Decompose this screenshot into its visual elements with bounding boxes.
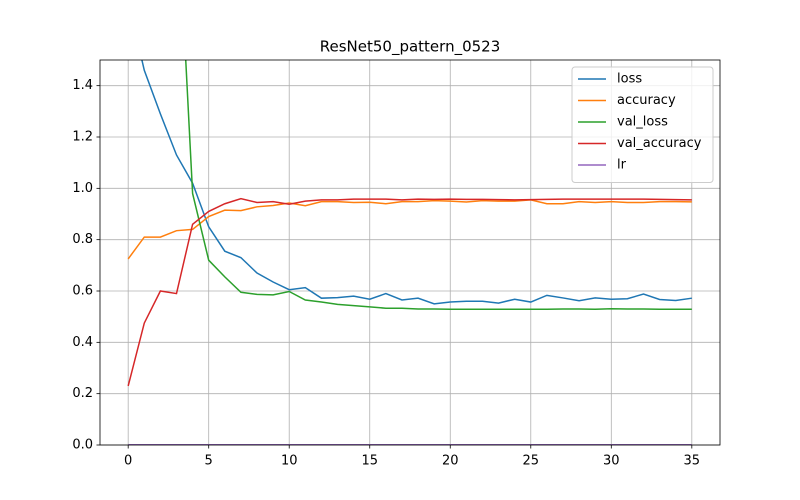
y-tick-label: 1.4: [72, 78, 93, 93]
legend-label: val_accuracy: [617, 136, 702, 151]
x-tick-label: 10: [281, 454, 298, 469]
series-line: [141, 60, 692, 305]
x-tick-label: 0: [124, 454, 132, 469]
x-tick-label: 5: [205, 454, 213, 469]
legend-box: [571, 66, 714, 183]
y-tick-label: 0.2: [72, 386, 93, 401]
x-tick-label: 30: [603, 454, 620, 469]
legend-label: loss: [617, 72, 642, 87]
series-line: [127, 197, 692, 387]
y-tick-label: 0.4: [72, 335, 93, 350]
y-tick-label: 0.0: [72, 438, 93, 453]
y-tick-label: 0.8: [72, 232, 93, 247]
y-tick-label: 0.6: [72, 284, 93, 299]
x-tick-label: 35: [684, 454, 701, 469]
chart-title: ResNet50_pattern_0523: [320, 38, 501, 57]
x-tick-label: 25: [523, 454, 540, 469]
legend-label: accuracy: [617, 93, 676, 108]
series-line: [184, 60, 692, 310]
y-tick-label: 1.0: [72, 181, 93, 196]
axes-frame: [99, 59, 721, 446]
x-tick-label: 15: [361, 454, 378, 469]
legend-label: val_loss: [617, 115, 668, 130]
y-tick-label: 1.2: [72, 130, 93, 145]
x-tick-label: 20: [442, 454, 459, 469]
legend-label: lr: [617, 158, 627, 173]
series-line: [127, 199, 692, 260]
